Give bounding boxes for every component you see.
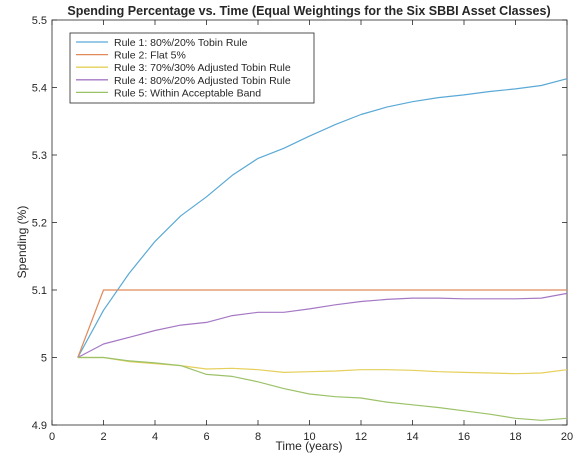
x-tick-label: 12 <box>355 431 367 443</box>
y-tick-label: 5.3 <box>32 150 47 162</box>
legend-label: Rule 4: 80%/20% Adjusted Tobin Rule <box>114 75 291 87</box>
y-tick-label: 5 <box>41 353 47 365</box>
series-line-4 <box>77 292 568 359</box>
y-tick-label: 5.2 <box>32 218 47 230</box>
y-tick-label: 5.4 <box>32 83 47 95</box>
x-tick-label: 10 <box>303 431 315 443</box>
x-axis-label: Time (years) <box>276 439 343 453</box>
series-line-2 <box>77 289 567 358</box>
x-tick-label: 2 <box>100 431 106 443</box>
chart-title: Spending Percentage vs. Time (Equal Weig… <box>67 4 550 18</box>
x-tick-label: 6 <box>203 431 209 443</box>
x-tick-label: 16 <box>458 431 470 443</box>
series-line-1 <box>77 78 568 358</box>
x-tick-label: 4 <box>152 431 158 443</box>
x-tick-label: 8 <box>255 431 261 443</box>
legend-label: Rule 3: 70%/30% Adjusted Tobin Rule <box>114 62 291 74</box>
x-tick-label: 18 <box>509 431 521 443</box>
legend-label: Rule 2: Flat 5% <box>114 50 186 62</box>
legend-box <box>69 32 315 104</box>
y-tick-label: 5.1 <box>32 285 47 297</box>
legend-label: Rule 1: 80%/20% Tobin Rule <box>114 37 248 49</box>
series-line-5 <box>77 356 568 421</box>
y-tick-label: 4.9 <box>32 420 47 432</box>
y-tick-label: 5.5 <box>32 15 47 27</box>
legend-label: Rule 5: Within Acceptable Band <box>114 87 261 99</box>
x-tick-label: 20 <box>561 431 573 443</box>
y-axis-label: Spending (%) <box>15 206 29 279</box>
x-tick-label: 14 <box>406 431 418 443</box>
x-tick-label: 0 <box>49 431 55 443</box>
